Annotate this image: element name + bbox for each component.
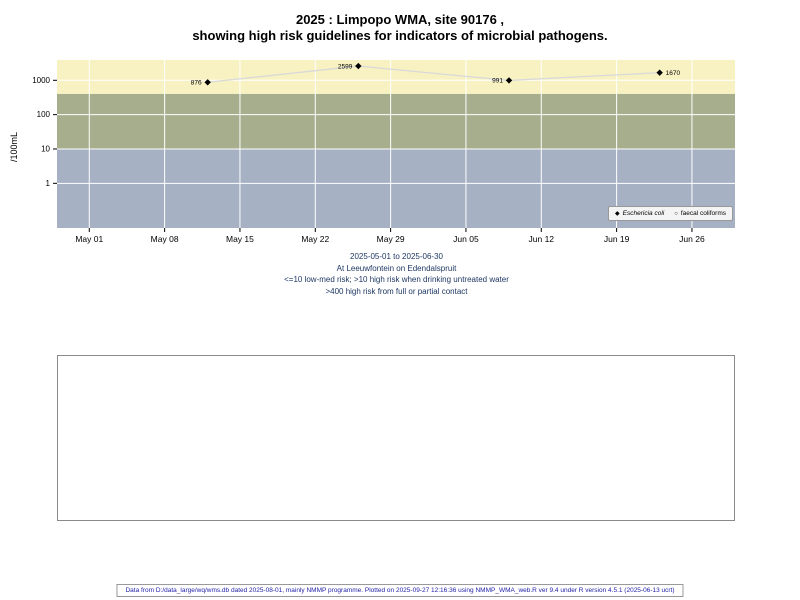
legend-entry-eschericia-coli[interactable]: ◆ Eschericia coli [615,210,664,217]
x-tick-label: May 08 [151,234,179,244]
chart-caption: 2025-05-01 to 2025-06-30 At Leeuwfontein… [0,251,793,297]
open-circle-icon: ○ [674,210,678,217]
filled-diamond-icon: ◆ [615,210,620,217]
x-tick-label: Jun 05 [453,234,479,244]
y-tick-label: 1000 [32,76,50,85]
x-tick-label: Jun 26 [679,234,705,244]
x-tick-label: May 15 [226,234,254,244]
x-tick-label: Jun 12 [529,234,555,244]
caption-risk-guideline-drinking: <=10 low-med risk; >10 high risk when dr… [284,275,509,284]
series-line [207,65,660,83]
data-point-label: 876 [191,79,202,86]
chart-title-line1: 2025 : Limpopo WMA, site 90176 , [295,12,505,27]
legend-label: Eschericia coli [622,210,665,217]
footer-provenance-text: Data from D:/data_large/wq/wms.db dated … [116,584,684,597]
chart-plot: May 01 May 08 May 15 May 22 May 29 Jun 05 Jun … [32,60,735,244]
chart-title: 2025 : Limpopo WMA, site 90176 , showing… [0,12,800,44]
x-tick-label: May 29 [377,234,405,244]
x-tick-label: May 01 [75,234,103,244]
y-tick-label: 10 [41,144,50,153]
data-point[interactable] [656,69,663,76]
x-tick-label: Jun 19 [604,234,630,244]
data-point-label: 2599 [338,63,353,70]
x-tick-label: May 22 [301,234,329,244]
band-high-risk-drinking [57,93,735,149]
y-tick-label: 1 [46,179,51,188]
empty-plot-panel [57,355,735,521]
data-point[interactable] [355,62,362,70]
data-point[interactable] [204,79,211,86]
data-point-label: 991 [492,78,503,85]
y-axis-label: /100mL [9,131,19,163]
data-point-label: 1670 [666,70,681,77]
y-tick-label: 100 [37,110,51,119]
caption-date-range: 2025-05-01 to 2025-06-30 [350,252,443,261]
legend-entry-faecal-coliforms[interactable]: ○ faecal coliforms [674,210,726,217]
chart-legend: ◆ Eschericia coli ○ faecal coliforms [608,206,733,221]
data-point[interactable] [505,77,513,84]
band-high-risk-full-contact [57,60,735,94]
legend-label: faecal coliforms [680,210,726,217]
caption-risk-guideline-contact: >400 high risk from full or partial cont… [325,286,468,296]
caption-site-location: At Leeuwfontein on Edendalspruit [336,263,457,273]
chart-title-line2: showing high risk guidelines for indicat… [192,28,608,43]
